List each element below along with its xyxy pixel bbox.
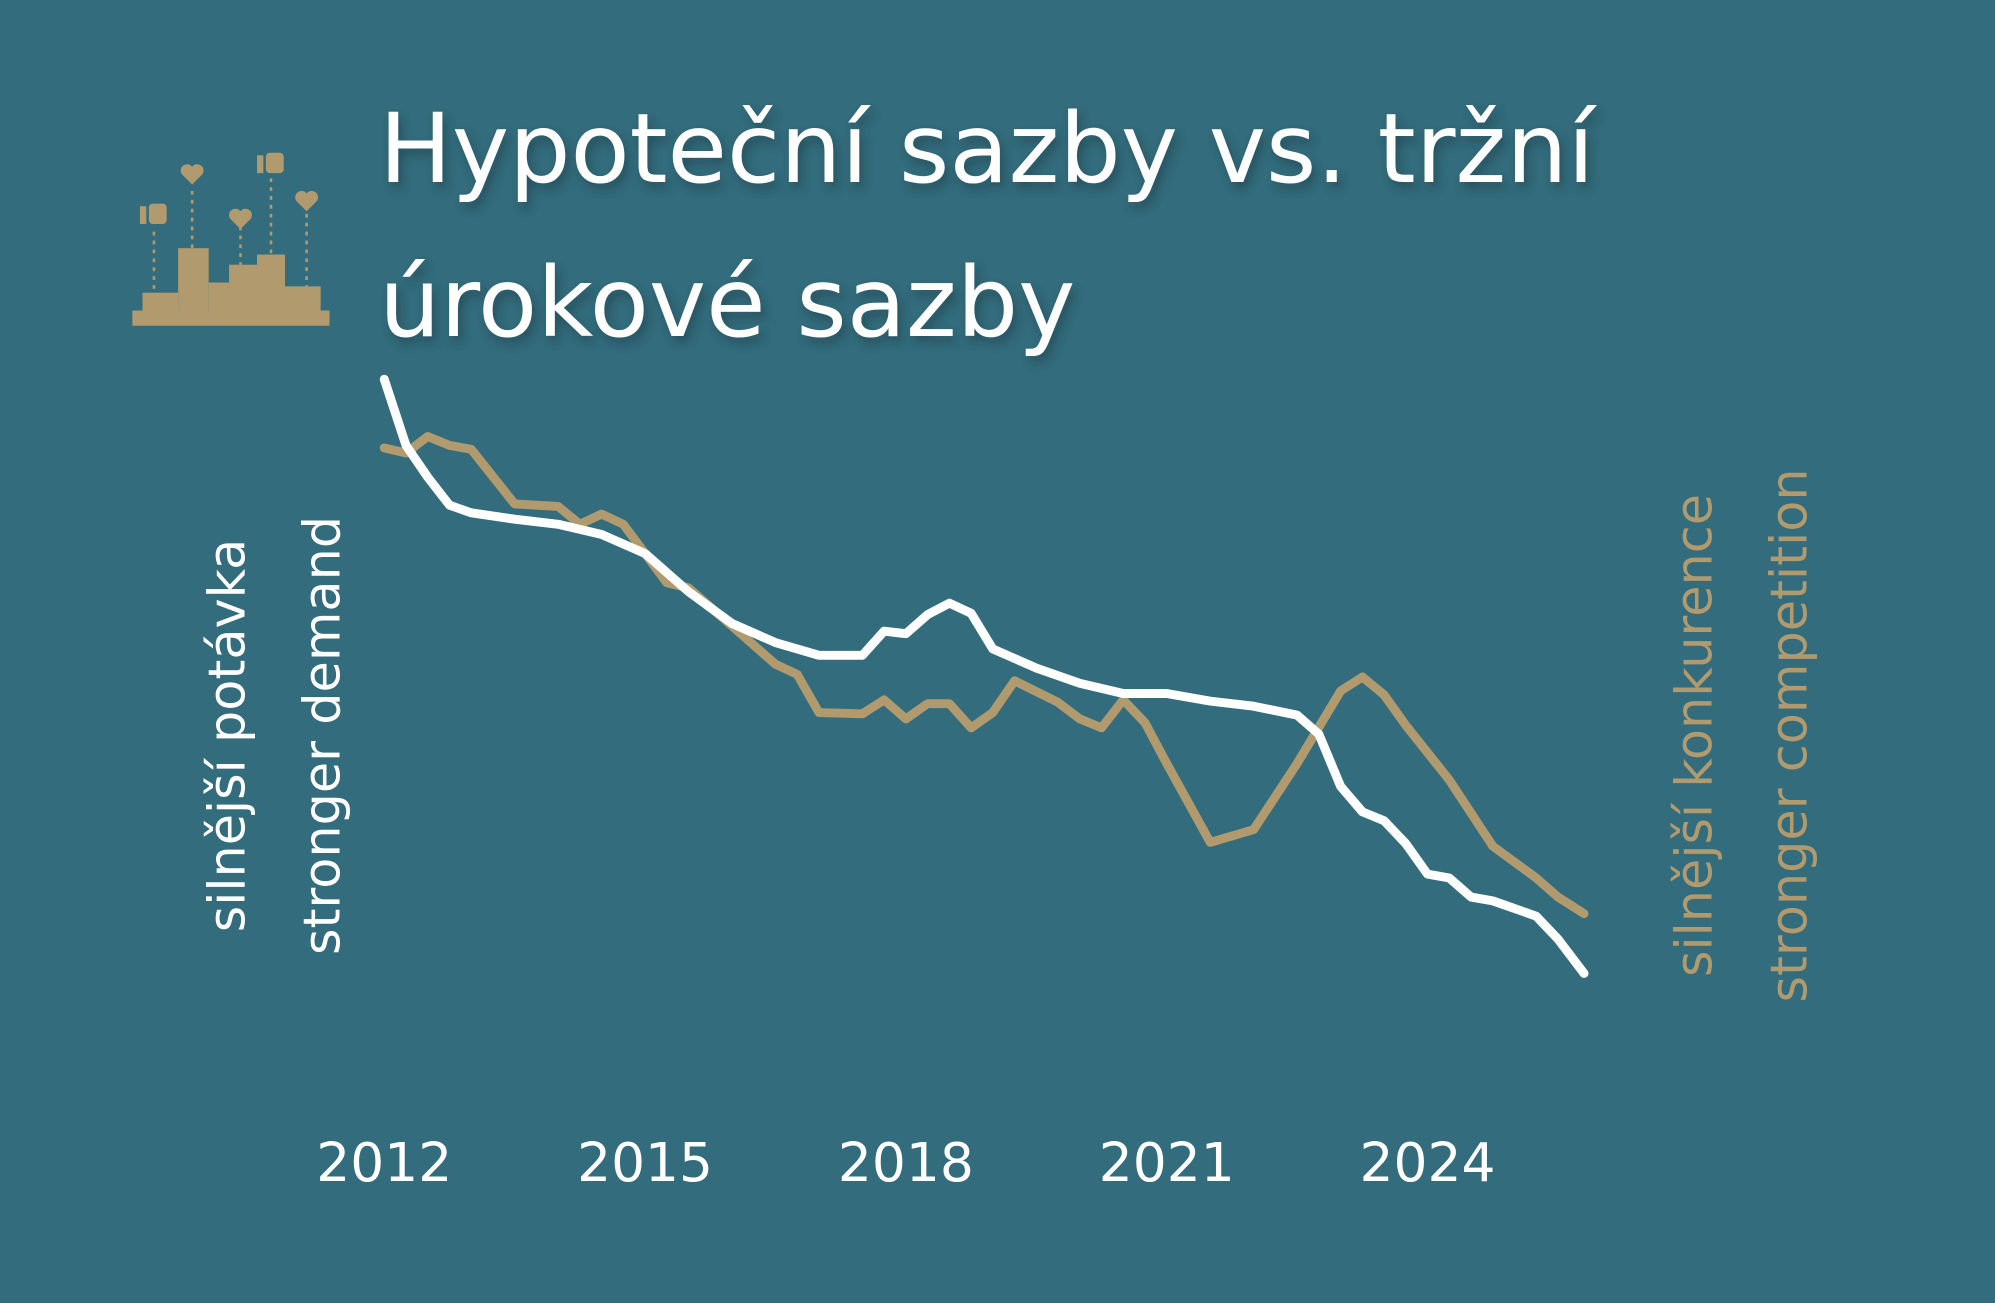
line xyxy=(379,432,1589,919)
side-label: silnější konkurence xyxy=(1665,494,1724,977)
plot: 2012 2015 2018 2021 2024 xyxy=(316,374,1589,1194)
side-labels: silnější potávka stronger demand silnější … xyxy=(198,468,1819,1002)
x-tick-label: 2018 xyxy=(838,1131,974,1194)
icon xyxy=(132,152,330,326)
side-label: silnější potávka xyxy=(198,539,257,933)
chart-title: Hypoteční sazby vs. tržní xyxy=(379,92,1597,205)
side-label: stronger competition xyxy=(1761,468,1820,1002)
x-tick-label: 2015 xyxy=(577,1131,713,1194)
line xyxy=(379,374,1589,978)
x-tick-label: 2021 xyxy=(1099,1131,1235,1194)
side-label: stronger demand xyxy=(294,516,353,955)
chart-title: úrokové sazby xyxy=(379,246,1075,359)
x-tick-label: 2012 xyxy=(316,1131,452,1194)
x-tick-label: 2024 xyxy=(1360,1131,1496,1194)
